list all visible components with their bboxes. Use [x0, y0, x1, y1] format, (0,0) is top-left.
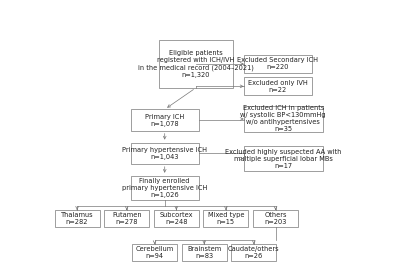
FancyBboxPatch shape	[131, 109, 199, 131]
Text: Excluded Secondary ICH
n=220: Excluded Secondary ICH n=220	[237, 57, 318, 70]
FancyBboxPatch shape	[244, 106, 323, 132]
Text: Brainstem
n=83: Brainstem n=83	[187, 246, 221, 259]
FancyBboxPatch shape	[231, 244, 276, 261]
FancyBboxPatch shape	[253, 210, 298, 227]
Text: Excluded only IVH
n=22: Excluded only IVH n=22	[248, 80, 308, 93]
Text: Others
n=203: Others n=203	[264, 212, 287, 225]
Text: Thalamus
n=282: Thalamus n=282	[61, 212, 94, 225]
FancyBboxPatch shape	[182, 244, 227, 261]
FancyBboxPatch shape	[154, 210, 199, 227]
FancyBboxPatch shape	[244, 55, 312, 73]
FancyBboxPatch shape	[158, 40, 233, 88]
Text: Eligible patients
registered with ICH/IVH
in the medical record (2004–2021)
n=1,: Eligible patients registered with ICH/IV…	[138, 50, 254, 78]
Text: Cerebellum
n=94: Cerebellum n=94	[136, 246, 174, 259]
FancyBboxPatch shape	[204, 210, 248, 227]
Text: Primary hypertensive ICH
n=1,043: Primary hypertensive ICH n=1,043	[122, 147, 207, 160]
Text: Primary ICH
n=1,078: Primary ICH n=1,078	[145, 113, 184, 126]
Text: Finally enrolled
primary hypertensive ICH
n=1,026: Finally enrolled primary hypertensive IC…	[122, 178, 207, 198]
Text: Subcortex
n=248: Subcortex n=248	[160, 212, 193, 225]
FancyBboxPatch shape	[244, 146, 323, 172]
Text: Caudate/others
n=26: Caudate/others n=26	[228, 246, 280, 259]
Text: Putamen
n=278: Putamen n=278	[112, 212, 142, 225]
FancyBboxPatch shape	[55, 210, 100, 227]
Text: Excluded highly suspected AA with
multiple superficial lobar MBs
n=17: Excluded highly suspected AA with multip…	[225, 148, 342, 168]
FancyBboxPatch shape	[104, 210, 149, 227]
Text: Excluded ICH in patients
w/ systolic BP<130mmHg
w/o antihypertensives
n=35: Excluded ICH in patients w/ systolic BP<…	[240, 105, 326, 133]
FancyBboxPatch shape	[244, 77, 312, 95]
FancyBboxPatch shape	[131, 143, 199, 164]
FancyBboxPatch shape	[132, 244, 177, 261]
FancyBboxPatch shape	[131, 176, 199, 200]
Text: Mixed type
n=15: Mixed type n=15	[208, 212, 244, 225]
